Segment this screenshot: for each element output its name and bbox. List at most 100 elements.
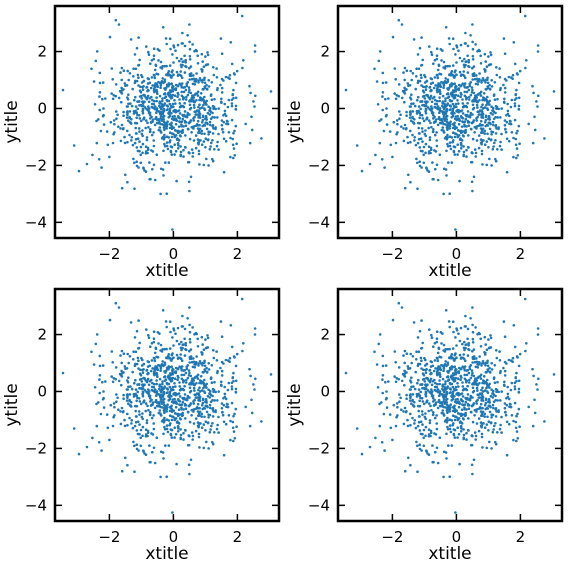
scatter-point [391,438,394,442]
scatter-point [141,394,145,398]
scatter-point [431,444,434,447]
scatter-point [151,150,155,153]
scatter-point [190,131,193,134]
scatter-point [172,409,175,413]
scatter-point [240,297,244,301]
scatter-point [162,409,166,412]
scatter-point [164,37,168,40]
scatter-point [402,127,405,130]
scatter-point [440,342,443,345]
scatter-point [433,133,437,137]
scatter-point [458,138,462,141]
scatter-point [457,49,460,52]
scatter-point [460,139,464,142]
scatter-point [193,100,196,104]
scatter-point [460,408,464,412]
scatter-point [442,60,446,64]
scatter-point [419,390,423,394]
scatter-point [473,414,476,417]
scatter-point [487,397,491,401]
scatter-point [130,419,133,422]
scatter-point [436,76,440,80]
scatter-point [209,145,212,148]
scatter-point [108,318,112,322]
scatter-point [125,399,129,402]
scatter-point [400,125,403,128]
scatter-point [106,143,110,147]
scatter-point [406,418,409,422]
scatter-point [150,133,154,137]
scatter-point [375,363,379,366]
scatter-point [464,411,468,415]
scatter-point [183,86,186,89]
scatter-point [395,94,399,97]
scatter-point [445,115,448,118]
scatter-point [417,378,420,382]
scatter-point [460,125,464,128]
scatter-point [453,135,457,139]
scatter-point [186,114,189,117]
scatter-point [173,426,176,430]
scatter-point [425,450,428,453]
scatter-point [464,128,468,132]
scatter-point [133,98,136,102]
scatter-point [443,385,446,389]
scatter-point [162,421,166,424]
scatter-point [451,37,455,40]
scatter-point [215,427,219,431]
scatter-point [269,373,273,376]
scatter-point [183,354,187,357]
scatter-point [234,124,238,128]
scatter-point [132,157,135,161]
scatter-points [344,297,556,514]
scatter-point [199,362,203,365]
scatter-point [402,422,406,426]
scatter-point [128,115,131,119]
scatter-points [61,14,273,231]
scatter-point [442,450,446,454]
scatter-point [211,139,214,142]
scatter-point [186,410,190,414]
scatter-point [463,94,467,98]
scatter-point [146,404,149,408]
scatter-point [448,64,451,68]
scatter-point [510,76,513,79]
scatter-point [484,60,488,63]
scatter-point [153,368,157,371]
scatter-point [444,105,447,109]
scatter-point [376,103,380,106]
scatter-point [525,59,528,62]
scatter-point [427,126,431,130]
scatter-point [140,81,144,84]
scatter-point [453,415,457,418]
scatter-point [212,127,215,130]
scatter-point [127,93,130,96]
scatter-point [492,428,495,431]
scatter-point [136,73,140,77]
scatter-point [200,129,204,133]
scatter-point [95,333,99,336]
scatter-point [98,391,101,395]
scatter-point [182,60,185,63]
scatter-point [472,374,476,378]
scatter-point [397,366,401,369]
scatter-point [248,84,251,88]
scatter-point [234,379,238,383]
scatter-point [456,143,460,146]
scatter-point [443,80,447,83]
scatter-point [211,440,214,444]
scatter-point [135,116,138,120]
scatter-point [168,393,171,397]
scatter-point [470,86,474,89]
scatter-point [191,43,194,46]
scatter-point [466,110,470,113]
scatter-point [449,147,453,151]
scatter-point [443,363,447,367]
scatter-point [130,139,133,142]
scatter-point [472,65,476,68]
scatter-point [473,360,477,364]
scatter-point [514,376,518,379]
scatter-point [222,114,225,117]
scatter-point [133,53,137,56]
scatter-point [157,80,160,84]
